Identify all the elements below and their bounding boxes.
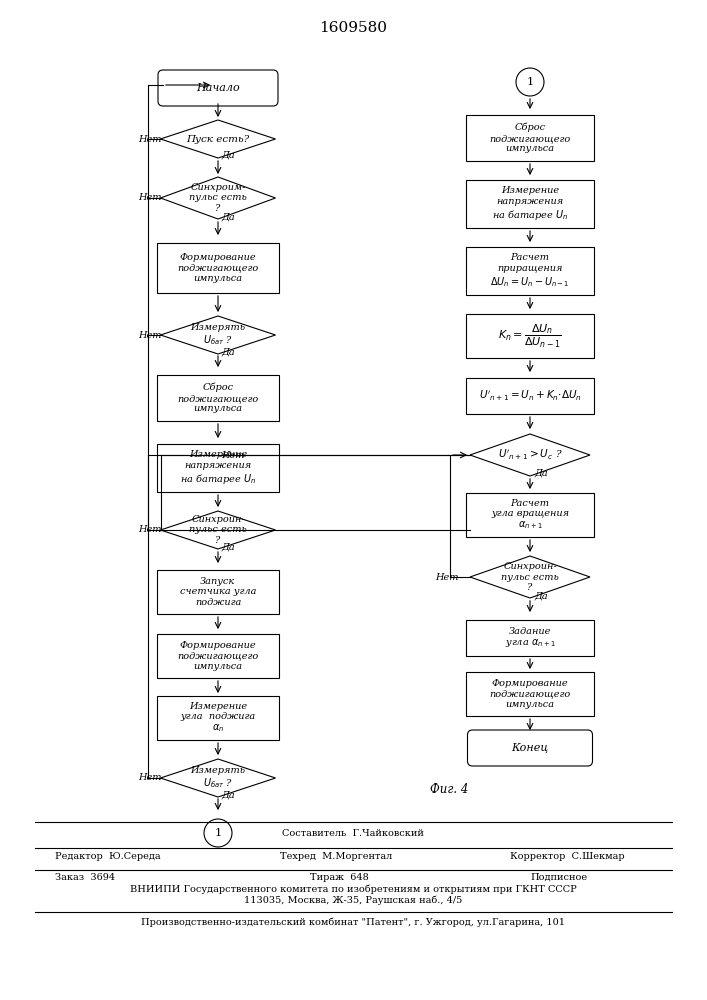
Circle shape <box>204 819 232 847</box>
Bar <box>466 180 594 228</box>
Text: $U'_{n+1} = U_n + K_n{\cdot}\Delta U_n$: $U'_{n+1} = U_n + K_n{\cdot}\Delta U_n$ <box>479 389 581 403</box>
Text: Задание
угла $\alpha_{n+1}$: Задание угла $\alpha_{n+1}$ <box>505 627 556 649</box>
Text: ВНИИПИ Государственного комитета по изобретениям и открытиям при ГКНТ СССР: ВНИИПИ Государственного комитета по изоб… <box>129 884 576 894</box>
Text: Нет: Нет <box>138 526 161 534</box>
Text: Формирование
поджигающего
импульса: Формирование поджигающего импульса <box>489 679 571 709</box>
Text: $K_n = \dfrac{\Delta U_n}{\Delta U_{n-1}}$: $K_n = \dfrac{\Delta U_n}{\Delta U_{n-1}… <box>498 322 562 350</box>
Text: Нет: Нет <box>435 572 459 582</box>
Bar <box>466 672 594 716</box>
FancyBboxPatch shape <box>158 70 278 106</box>
Text: 113035, Москва, Ж-35, Раушская наб., 4/5: 113035, Москва, Ж-35, Раушская наб., 4/5 <box>244 896 462 905</box>
Polygon shape <box>160 177 276 219</box>
Text: Да: Да <box>221 213 235 222</box>
Text: Да: Да <box>221 150 235 159</box>
Text: Тираж  648: Тираж 648 <box>310 873 369 882</box>
Text: Сброс
поджигающего
импульса: Сброс поджигающего импульса <box>489 123 571 153</box>
Bar <box>466 620 594 656</box>
Text: Да: Да <box>221 348 235 357</box>
Text: Формирование
поджигающего
импульса: Формирование поджигающего импульса <box>177 641 259 671</box>
Polygon shape <box>470 434 590 476</box>
Polygon shape <box>160 120 276 158</box>
Text: $U'_{n+1} > U_c$ ?: $U'_{n+1} > U_c$ ? <box>498 448 562 462</box>
Text: Нет: Нет <box>138 774 161 782</box>
Bar <box>157 696 279 740</box>
Text: Измерять
$U_{бат}$ ?: Измерять $U_{бат}$ ? <box>190 323 245 347</box>
Text: Да: Да <box>534 591 548 600</box>
Bar <box>157 243 279 293</box>
Text: Начало: Начало <box>196 83 240 93</box>
Text: 1: 1 <box>214 828 221 838</box>
Bar <box>466 378 594 414</box>
Text: Измерять
$U_{бат}$ ?: Измерять $U_{бат}$ ? <box>190 766 245 790</box>
Bar <box>466 115 594 161</box>
Text: Синхроин-
пульс есть
?: Синхроин- пульс есть ? <box>501 562 559 592</box>
Circle shape <box>516 68 544 96</box>
Text: Запуск
счетчика угла
поджига: Запуск счетчика угла поджига <box>180 577 256 607</box>
Text: Подписное: Подписное <box>530 873 587 882</box>
Text: Измерение
угла  поджига
$\alpha_n$: Измерение угла поджига $\alpha_n$ <box>180 702 256 734</box>
Bar <box>157 570 279 614</box>
Text: Нет: Нет <box>138 194 161 202</box>
Text: Нет: Нет <box>138 330 161 340</box>
Text: Конец: Конец <box>511 743 549 753</box>
Text: Да: Да <box>534 468 548 478</box>
Text: Фиг. 4: Фиг. 4 <box>430 783 468 796</box>
Text: Расчет
угла вращения
$\alpha_{n+1}$: Расчет угла вращения $\alpha_{n+1}$ <box>491 499 569 531</box>
Bar <box>466 493 594 537</box>
Text: Да: Да <box>221 542 235 552</box>
Text: Составитель  Г.Чайковский: Составитель Г.Чайковский <box>282 829 424 838</box>
Text: Формирование
поджигающего
импульса: Формирование поджигающего импульса <box>177 253 259 283</box>
Polygon shape <box>160 316 276 354</box>
Text: Корректор  С.Шекмар: Корректор С.Шекмар <box>510 852 624 861</box>
Polygon shape <box>160 759 276 797</box>
Text: Нет: Нет <box>221 450 245 460</box>
Bar <box>157 634 279 678</box>
Text: Синхроим-
пульс есть
?: Синхроим- пульс есть ? <box>189 183 247 213</box>
Bar <box>466 314 594 358</box>
Text: Сброс
поджигающего
импульса: Сброс поджигающего импульса <box>177 383 259 413</box>
Text: Производственно-издательский комбинат "Патент", г. Ужгород, ул.Гагарина, 101: Производственно-издательский комбинат "П… <box>141 918 565 927</box>
Text: Заказ  3694: Заказ 3694 <box>55 873 115 882</box>
Text: 1609580: 1609580 <box>319 21 387 35</box>
Bar <box>157 444 279 492</box>
Text: Нет: Нет <box>138 134 161 143</box>
Text: Пуск есть?: Пуск есть? <box>187 134 250 143</box>
Text: Расчет
приращения
$\Delta U_n = U_n - U_{n-1}$: Расчет приращения $\Delta U_n = U_n - U_… <box>490 253 570 289</box>
Text: 1: 1 <box>527 77 534 87</box>
Text: Да: Да <box>221 790 235 800</box>
Polygon shape <box>470 556 590 598</box>
Text: Измерение
напряжения
на батарее $U_n$: Измерение напряжения на батарее $U_n$ <box>492 186 568 222</box>
Text: Техред  М.Моргентал: Техред М.Моргентал <box>280 852 392 861</box>
FancyBboxPatch shape <box>467 730 592 766</box>
Text: Измерение
напряжения
на батарее $U_n$: Измерение напряжения на батарее $U_n$ <box>180 450 256 486</box>
Text: Редактор  Ю.Середа: Редактор Ю.Середа <box>55 852 160 861</box>
Polygon shape <box>160 511 276 549</box>
Bar <box>466 247 594 295</box>
Text: Синхроин-
пульс есть
?: Синхроин- пульс есть ? <box>189 515 247 545</box>
Bar <box>157 375 279 421</box>
